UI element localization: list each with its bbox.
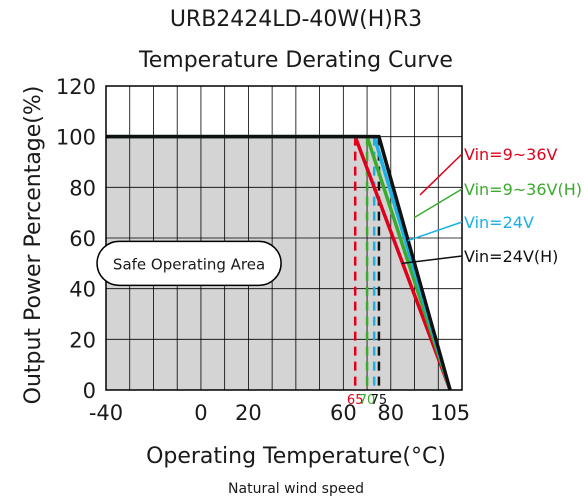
y-tick-label: 80 <box>69 176 96 200</box>
x-tick-label: 0 <box>194 401 207 425</box>
y-tick-label: 60 <box>69 227 96 251</box>
y-axis-label: Output Power Percentage(%) <box>21 86 46 405</box>
y-tick-label: 40 <box>69 278 96 302</box>
legend-label: Vin=24V <box>464 213 534 232</box>
legend-leader-line <box>413 188 463 219</box>
series-line <box>106 134 452 391</box>
footnote: Natural wind speed <box>228 481 364 497</box>
legend-leader-line <box>407 221 463 242</box>
x-tick-label: 80 <box>377 401 404 425</box>
y-tick-label: 100 <box>56 126 96 150</box>
chart-title: URB2424LD-40W(H)R3 <box>170 7 422 32</box>
safe-area-label-box <box>96 240 282 287</box>
derating-start-label: 65 <box>347 393 364 408</box>
y-tick-label: 120 <box>56 75 96 99</box>
y-tick-label: 0 <box>83 379 96 403</box>
x-tick-label: 20 <box>235 401 262 425</box>
derating-start-label: 75 <box>371 393 388 408</box>
legend-leader-line <box>419 153 463 196</box>
legend-leader-line <box>401 255 463 265</box>
plot-frame <box>105 85 463 391</box>
x-tick-label: -40 <box>89 401 123 425</box>
y-tick-label: 20 <box>69 328 96 352</box>
derating-start-label: 70 <box>359 393 376 408</box>
x-tick-label: 60 <box>330 401 357 425</box>
chart-subtitle: Temperature Derating Curve <box>138 48 453 73</box>
legend-label: Vin=9~36V <box>464 145 558 164</box>
legend-label: Vin=9~36V(H) <box>464 180 582 199</box>
x-tick-label: 105 <box>430 401 470 425</box>
safe-area-label: Safe Operating Area <box>113 255 265 273</box>
legend-label: Vin=24V(H) <box>464 247 558 266</box>
x-axis-label: Operating Temperature(°C) <box>146 444 446 469</box>
